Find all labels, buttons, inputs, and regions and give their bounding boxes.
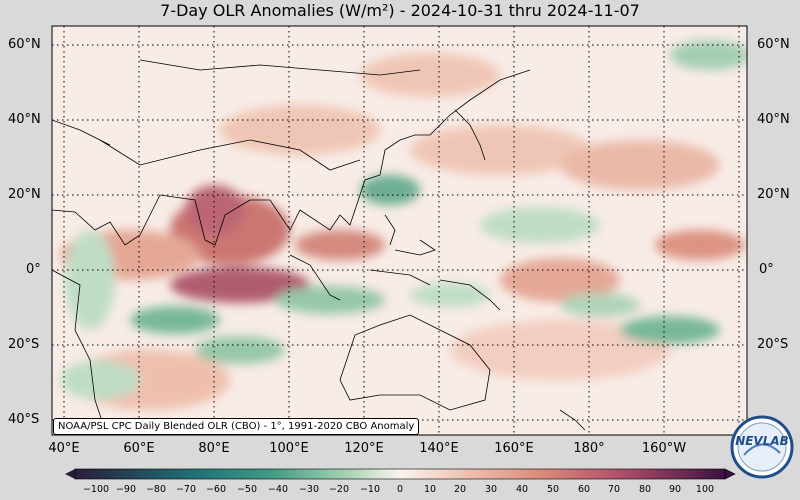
lat-label-left: 20°N [8, 187, 41, 202]
map-title: 7-Day OLR Anomalies (W/m²) - 2024-10-31 … [160, 1, 640, 20]
lon-label: 40°E [48, 441, 80, 456]
colorbar-tick: 30 [484, 484, 498, 495]
lon-label: 60°E [123, 441, 155, 456]
lat-label-right: 40°N [757, 112, 790, 127]
colorbar-tick: 20 [453, 484, 467, 495]
colorbar-tick: 50 [546, 484, 560, 495]
lat-label-left: 60°N [8, 37, 41, 52]
colorbar-tick: −90 [115, 484, 137, 495]
data-source-credit: NOAA/PSL CPC Daily Blended OLR (CBO) - 1… [53, 418, 420, 435]
colorbar-tick: −100 [82, 484, 110, 495]
colorbar-tick: 40 [515, 484, 529, 495]
colorbar [65, 468, 736, 480]
coastlines [52, 59, 586, 431]
colorbar-tick: −40 [267, 484, 289, 495]
colorbar-tick: 0 [396, 484, 404, 495]
colorbar-tick: 10 [423, 484, 437, 495]
lon-label: 80°E [198, 441, 230, 456]
lon-label: 120°E [344, 441, 384, 456]
lat-label-right: 0° [759, 262, 774, 277]
lat-label-left: 40°S [8, 412, 40, 427]
lon-label: 160°E [494, 441, 534, 456]
lat-label-left: 0° [26, 262, 41, 277]
colorbar-tick: 60 [577, 484, 591, 495]
lat-label-right: 20°N [757, 187, 790, 202]
map-frame [51, 25, 748, 436]
colorbar-tick: −10 [359, 484, 381, 495]
lat-label-right: 60°N [757, 37, 790, 52]
lat-label-left: 20°S [8, 337, 40, 352]
lat-label-right: 20°S [757, 337, 789, 352]
colorbar-tick: −20 [328, 484, 350, 495]
lon-label: 180° [573, 441, 605, 456]
lon-label: 140°E [419, 441, 459, 456]
colorbar-tick: −30 [298, 484, 320, 495]
lon-label: 160°W [641, 441, 687, 456]
anomaly-field [60, 40, 747, 410]
colorbar-tick: −80 [145, 484, 167, 495]
colorbar-tick: −70 [175, 484, 197, 495]
colorbar-tick: 80 [638, 484, 652, 495]
colorbar-tick: 100 [695, 484, 715, 495]
lon-label: 100°E [269, 441, 309, 456]
nevlab-logo: NEVLAB [730, 415, 794, 479]
colorbar-tick: 90 [668, 484, 682, 495]
logo-text: NEVLAB [735, 434, 789, 448]
lat-label-left: 40°N [8, 112, 41, 127]
colorbar-tick: 70 [607, 484, 621, 495]
colorbar-tick: −60 [205, 484, 227, 495]
colorbar-bar [65, 469, 75, 479]
colorbar-tick: −50 [236, 484, 258, 495]
